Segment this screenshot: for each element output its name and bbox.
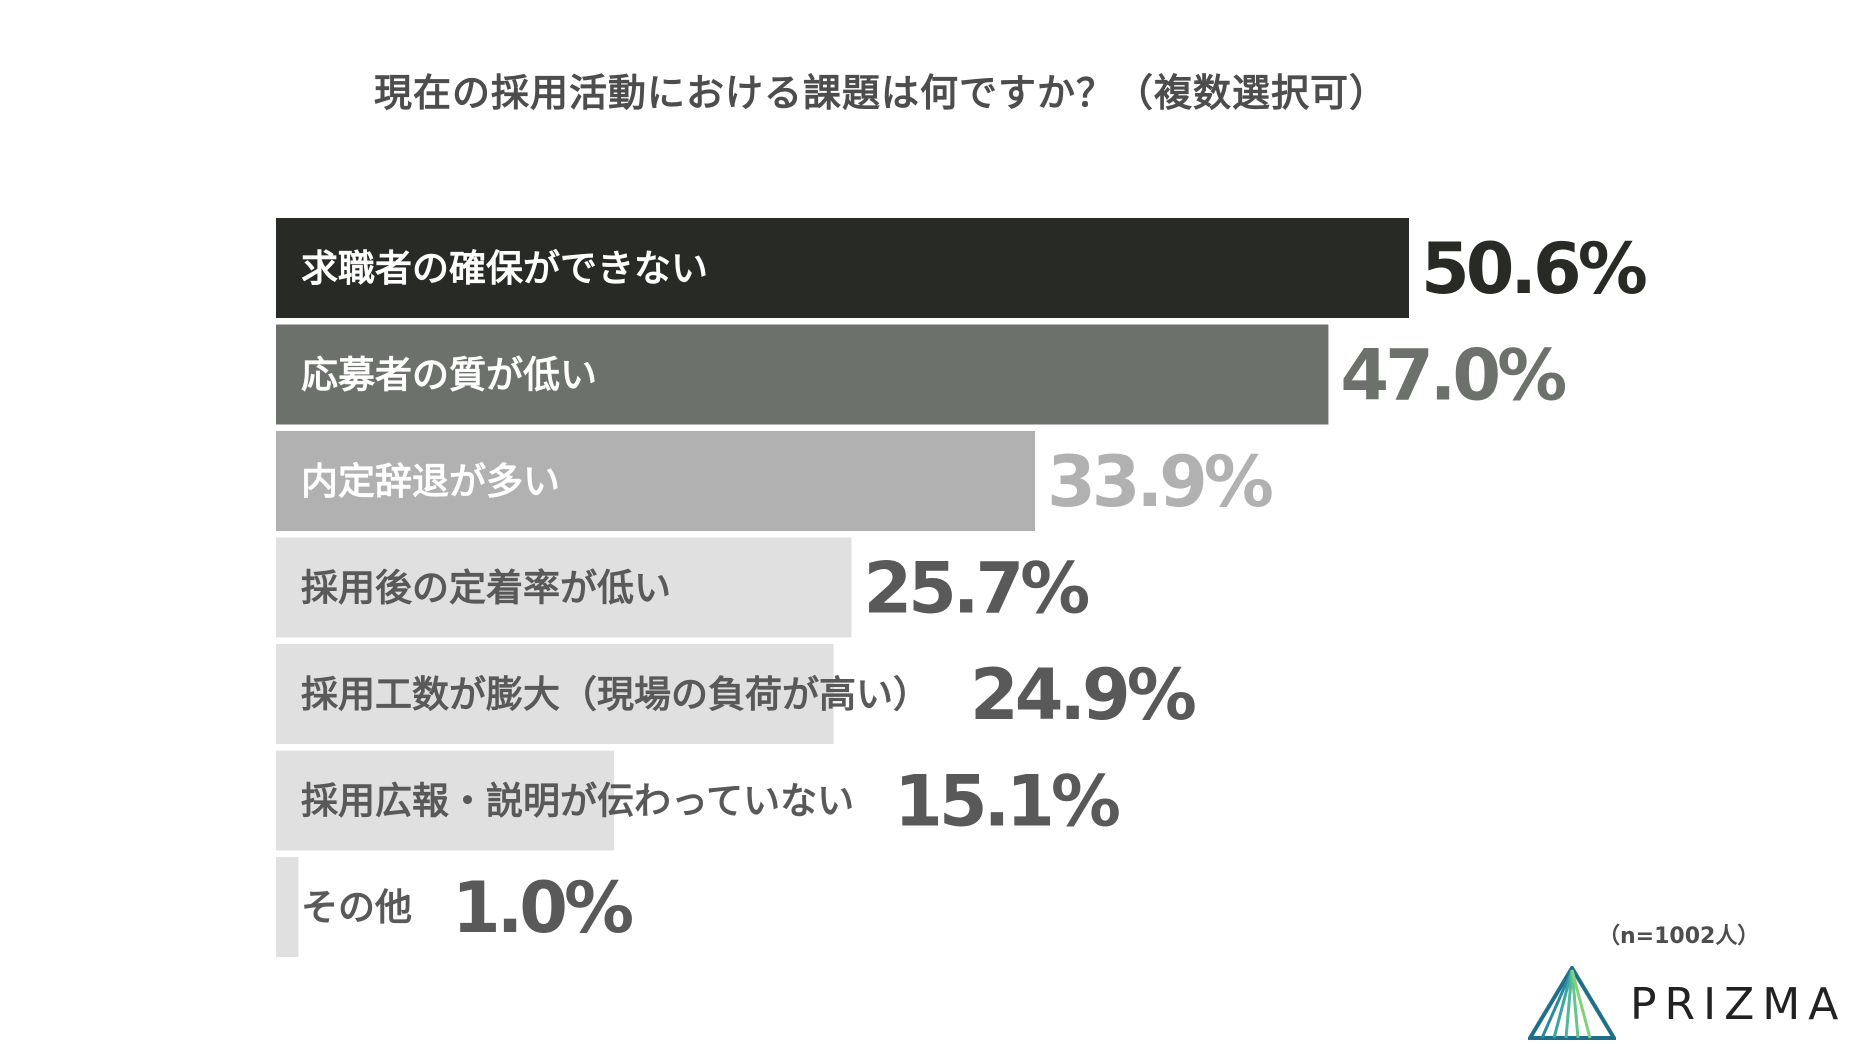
category-label-3: 内定辞退が多い [301,460,560,503]
category-label-4: 採用後の定着率が低い [301,567,671,610]
prizma-logo: PRIZMA [1528,964,1846,1044]
value-label-2: 47.0% [1340,335,1565,417]
bar-4 [276,537,852,638]
value-label-5: 24.9% [970,654,1195,736]
category-label-5: 採用工数が膨大（現場の負荷が高い） [301,673,930,716]
bar-3 [276,431,1036,531]
value-label-7: 1.0% [452,867,632,949]
value-label-1: 50.6% [1421,228,1646,310]
category-label-2: 応募者の質が低い [301,354,597,397]
category-label-1: 求職者の確保ができない [301,247,708,290]
prizma-logo-text: PRIZMA [1630,978,1847,1030]
bar-1 [276,218,1409,318]
sample-size-note: （n=1002人） [1598,924,1760,949]
bar-7 [276,857,299,957]
category-label-6: 採用広報・説明が伝わっていない [301,780,854,823]
bar-2 [276,324,1329,425]
value-label-6: 15.1% [894,761,1119,843]
prizma-logo-icon [1528,966,1616,1040]
bar-6 [276,750,615,851]
value-label-4: 25.7% [863,548,1088,630]
category-label-7: その他 [301,886,412,929]
bar-5 [276,644,834,744]
chart-title: 現在の採用活動における課題は何ですか？（複数選択可） [374,71,1389,115]
value-label-3: 33.9% [1047,441,1272,523]
